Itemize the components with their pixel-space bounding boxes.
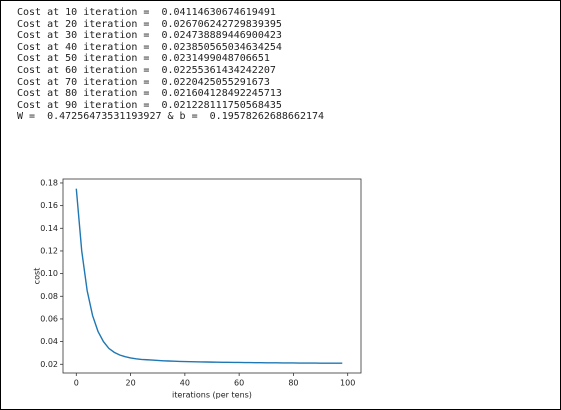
x-tick-label: 20 — [125, 379, 135, 388]
y-tick-label: 0.12 — [40, 246, 58, 255]
x-axis-label: iterations (per tens) — [172, 391, 252, 400]
y-tick-label: 0.04 — [40, 337, 58, 346]
y-tick-label: 0.18 — [40, 178, 58, 187]
line — [75, 188, 343, 364]
x-tick-label: 0 — [74, 379, 79, 388]
output-line: Cost at 80 iteration = 0.021604128492245… — [17, 88, 282, 100]
plot-frame — [62, 178, 362, 374]
output-line: W = 0.47256473531193927 & b = 0.19578262… — [17, 111, 325, 123]
x-tick-label: 40 — [180, 379, 190, 388]
y-tick-label: 0.10 — [40, 269, 58, 278]
y-tick-label: 0.16 — [40, 201, 58, 210]
output-line: Cost at 30 iteration = 0.024738889446900… — [17, 30, 282, 42]
y-tick-label: 0.02 — [40, 360, 58, 369]
x-tick-label: 80 — [288, 379, 298, 388]
x-tick-label: 60 — [234, 379, 244, 388]
output-line: Cost at 20 iteration = 0.026706242729839… — [17, 18, 282, 30]
output-line: Cost at 90 iteration = 0.021228111750568… — [17, 99, 282, 111]
output-line: Cost at 50 iteration = 0.023149904870665… — [17, 53, 270, 65]
output-line: Cost at 10 iteration = 0.041146306746194… — [17, 7, 276, 18]
y-tick-label: 0.06 — [40, 314, 58, 323]
y-axis-label: cost — [33, 268, 42, 285]
output-line: Cost at 40 iteration = 0.023850565034634… — [17, 41, 282, 53]
x-tick-label: 100 — [340, 379, 355, 388]
y-tick-label: 0.14 — [40, 224, 58, 233]
y-tick-label: 0.08 — [40, 292, 58, 301]
output-line: Cost at 70 iteration = 0.022042505529167… — [17, 76, 270, 88]
output-line: Cost at 60 iteration = 0.022553614342422… — [17, 65, 276, 76]
